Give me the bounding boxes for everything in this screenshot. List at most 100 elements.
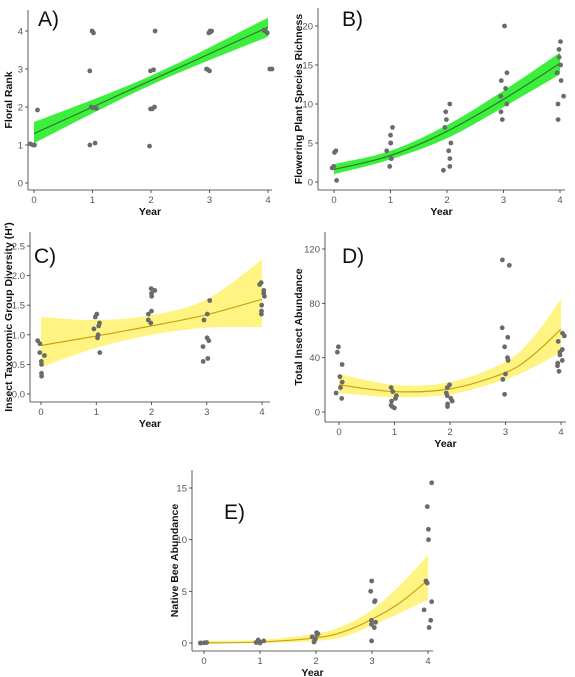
data-point [336,344,341,350]
data-point [506,262,512,268]
data-point [369,622,374,627]
panel-b: 0 1 2 3 4 0 5 10 15 20 Year Flowering Plant Species… [293,8,566,218]
data-point [37,341,43,347]
data-point [503,371,508,377]
data-point [556,54,562,60]
x-tick-label: 0 [331,195,336,206]
data-point [561,93,566,99]
data-point [259,302,265,308]
data-point [92,314,98,320]
data-point [264,30,270,36]
data-point [97,350,103,355]
y-tick-label: 2 [18,103,23,114]
data-point [384,148,390,154]
data-point [149,106,155,112]
x-axis-title: Year [301,667,323,677]
panel-e: 0 1 2 3 4 0 5 10 15 Year Native Bee Abundance E) [169,470,435,677]
data-point [314,632,320,638]
x-tick-label: 4 [425,656,430,667]
data-point [500,377,506,382]
data-point [389,398,394,404]
data-point [311,639,317,645]
data-point [558,39,563,44]
data-point [445,404,450,409]
data-point [207,68,212,74]
x-tick-label: 4 [259,407,264,418]
data-point [148,320,154,326]
data-point [499,117,505,122]
data-point [387,164,393,169]
data-point [329,165,335,171]
x-tick-label: 0 [201,656,206,667]
y-tick-label: 5 [308,139,313,150]
confidence-band [204,555,428,644]
data-point [262,293,267,299]
x-tick-label: 2 [313,656,318,667]
data-point [499,325,505,331]
panel-a: 0 1 2 3 4 0 1 2 3 4 Year Floral Rank A) [3,8,275,218]
data-point [30,142,36,148]
data-point [448,140,454,146]
y-tick-label: 2.5 [12,242,25,253]
x-tick-label: 2 [444,195,449,206]
data-point [259,311,264,317]
data-point [149,308,154,314]
data-point [257,640,263,646]
x-tick-label: 1 [94,407,99,418]
data-point [444,393,450,399]
fit-line [40,298,263,347]
x-tick-label: 3 [207,195,212,206]
data-point [257,282,262,287]
data-point [267,66,273,72]
y-tick-label: 0 [18,179,23,190]
data-point [152,28,158,34]
data-point [87,68,93,74]
data-point [95,335,100,341]
data-point [555,117,561,122]
y-tick-label: 0 [182,639,187,650]
data-point [91,326,97,332]
data-point [147,143,152,149]
data-point [373,619,378,625]
data-point [200,359,206,364]
x-tick-label: 1 [392,427,397,438]
data-point [426,537,431,543]
x-tick-label: 3 [369,656,374,667]
confidence-band [41,259,262,368]
data-point [148,68,153,74]
data-point [500,257,505,263]
data-point [92,140,98,146]
y-tick-label: 1.0 [12,330,25,341]
panel-letter: D) [342,245,364,268]
y-tick-label: 120 [304,245,320,256]
x-axis-title: Year [434,438,456,450]
fit-line [338,328,562,393]
data-point [94,106,99,111]
panel-letter: E) [224,501,245,524]
x-tick-label: 2 [149,407,154,418]
y-axis-title: Flowering Plant Species Richness [293,14,305,185]
y-axis-title: Total Insect Abundance [293,268,305,385]
data-point [96,323,102,329]
data-point [261,638,267,644]
y-tick-label: 40 [309,353,320,364]
y-tick-label: 15 [302,61,313,72]
data-point [556,368,562,374]
panel-c: 0 1 2 3 4 0.0 0.5 1.0 1.5 2.0 2.5 Year Insect Taxono… [3,222,270,430]
y-tick-label: 5 [182,587,187,598]
data-point [372,599,377,605]
x-tick-label: 0 [38,407,43,418]
x-axis-title: Year [139,418,161,430]
y-tick-label: 4 [18,27,23,38]
data-point [504,101,510,107]
data-point [253,640,259,645]
data-point [562,333,567,339]
data-point [421,607,427,613]
data-point [559,358,565,363]
data-point [204,311,210,317]
data-point [90,105,96,111]
panel-letter: C) [34,245,56,268]
y-tick-label: 1.5 [12,301,25,312]
data-point [390,125,395,130]
